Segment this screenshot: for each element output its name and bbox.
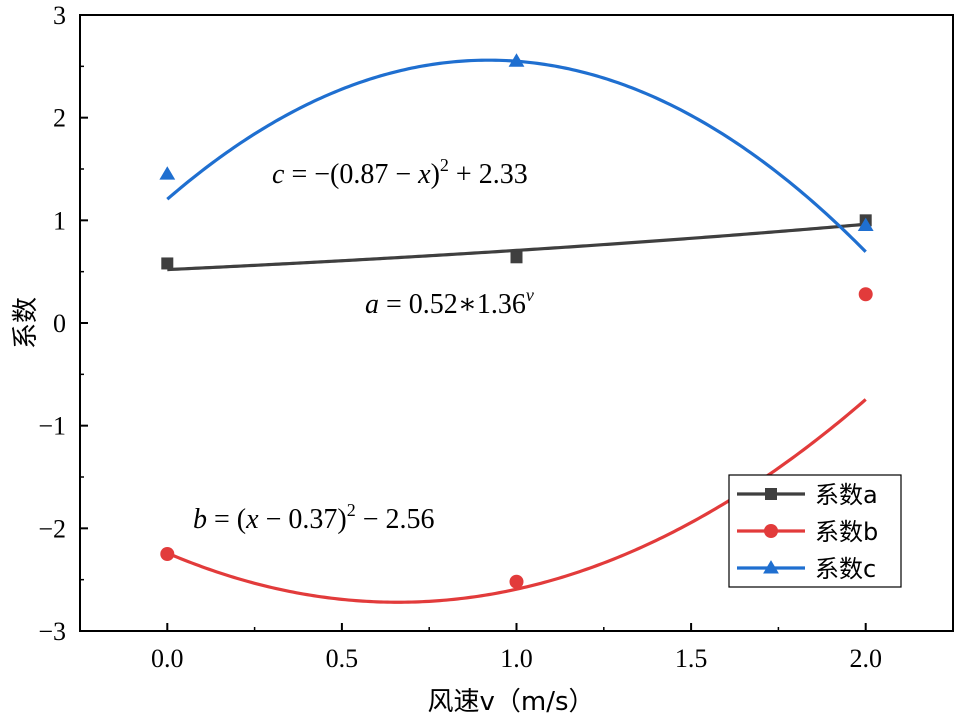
data-point-1-1 (509, 574, 524, 589)
x-tick-label: 2.0 (849, 644, 882, 673)
data-point-1-2 (858, 287, 873, 302)
series-markers (159, 53, 874, 589)
y-tick-label: −3 (38, 617, 66, 646)
y-tick-label: −2 (38, 514, 66, 543)
data-point-2-2 (857, 217, 874, 231)
legend-marker-2 (763, 560, 779, 574)
x-tick-label: 0.0 (151, 644, 184, 673)
legend-label-0: 系数a (815, 481, 878, 509)
data-point-1-0 (160, 547, 175, 561)
y-tick-label: 0 (53, 309, 66, 338)
legend-marker-1 (764, 524, 778, 538)
equation-a: a = 0.52∗1.36v (365, 285, 534, 320)
x-axis-label: 风速v（m/s） (427, 687, 594, 717)
y-tick-label: 2 (53, 104, 66, 133)
x-tick-label: 0.5 (326, 644, 359, 673)
series-line-0 (167, 222, 866, 272)
data-point-0-0 (161, 257, 174, 270)
axis-ticks: 0.0 0.5 1.0 1.5 2.0 −3 −2 −1 0 1 2 3 (38, 1, 954, 673)
x-tick-label: 1.5 (675, 644, 708, 673)
y-tick-label: 1 (53, 206, 66, 235)
equation-c: c = −(0.87 − x)2 + 2.33 (272, 155, 528, 190)
legend: 系数a 系数b 系数c (728, 474, 902, 588)
y-tick-label: 3 (53, 1, 66, 30)
legend-marker-0 (765, 488, 777, 500)
series-line-2 (166, 58, 867, 253)
data-point-0-1 (510, 251, 523, 264)
equation-b: b = (x − 0.37)2 − 2.56 (193, 500, 434, 535)
data-point-2-0 (159, 166, 176, 180)
legend-label-2: 系数c (815, 555, 876, 583)
legend-label-1: 系数b (815, 518, 878, 546)
y-axis-label: 系数 (11, 297, 41, 349)
y-tick-label: −1 (38, 412, 66, 441)
x-tick-label: 1.0 (500, 644, 533, 673)
data-point-2-1 (508, 53, 525, 67)
